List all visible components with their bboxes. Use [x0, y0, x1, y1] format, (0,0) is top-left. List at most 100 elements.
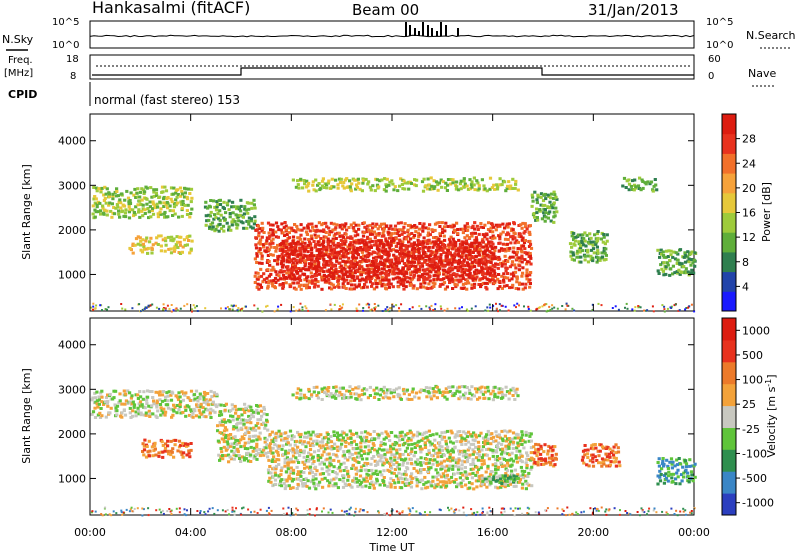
data-cell: [176, 201, 180, 205]
data-cell: [462, 177, 466, 181]
data-cell: [349, 279, 353, 283]
data-cell: [293, 443, 297, 447]
data-cell: [213, 410, 217, 414]
data-cell: [529, 256, 533, 260]
data-cell: [520, 226, 524, 230]
data-cell: [445, 251, 449, 255]
data-cell: [342, 453, 346, 457]
data-cell: [636, 184, 641, 188]
data-cell: [209, 389, 213, 393]
data-cell: [407, 260, 411, 264]
data-cell: [362, 285, 366, 289]
data-cell: [420, 262, 424, 266]
data-cell: [268, 263, 272, 267]
data-cell: [423, 276, 427, 280]
data-cell: [359, 441, 363, 445]
data-cell: [252, 203, 256, 207]
data-cell: [291, 235, 296, 239]
data-cell: [297, 253, 301, 257]
data-cell: [311, 254, 316, 258]
data-cell: [420, 487, 424, 491]
data-cell: [283, 464, 287, 468]
data-cell: [302, 449, 306, 453]
data-cell: [367, 473, 371, 477]
data-cell: [396, 221, 400, 225]
data-cell: [661, 254, 666, 257]
noise-cell: [509, 507, 512, 510]
data-cell: [435, 245, 439, 249]
noise-cell: [408, 508, 411, 511]
colorbar-tick-label: 12: [742, 231, 756, 244]
data-cell: [464, 246, 469, 250]
data-cell: [477, 263, 481, 267]
data-cell: [163, 249, 167, 253]
data-cell: [450, 247, 454, 251]
data-cell: [115, 190, 119, 193]
data-cell: [390, 471, 394, 475]
data-cell: [578, 250, 582, 254]
data-cell: [522, 241, 527, 244]
data-cell: [552, 210, 556, 214]
data-cell: [115, 187, 119, 191]
data-cell: [366, 431, 370, 435]
data-cell: [408, 481, 412, 485]
data-cell: [330, 282, 334, 286]
data-cell: [427, 429, 431, 433]
noise-cell: [604, 510, 607, 513]
data-cell: [644, 182, 648, 186]
data-cell: [456, 252, 461, 256]
noise-cell: [104, 308, 107, 310]
data-cell: [358, 278, 363, 282]
noise-cell: [211, 507, 214, 510]
noise-cell: [133, 507, 136, 510]
data-cell: [388, 260, 392, 264]
data-cell: [260, 414, 264, 418]
data-cell: [375, 265, 379, 269]
data-cell: [361, 259, 365, 263]
data-cell: [221, 437, 226, 441]
noise-cell: [619, 509, 621, 512]
data-cell: [485, 248, 490, 252]
data-cell: [409, 431, 413, 435]
data-cell: [236, 428, 240, 432]
noise-cell: [458, 509, 461, 512]
data-cell: [415, 480, 419, 484]
data-cell: [327, 233, 331, 237]
data-cell: [268, 446, 272, 450]
noise-cell: [276, 308, 279, 311]
data-cell: [249, 219, 253, 223]
data-cell: [206, 408, 210, 412]
data-cell: [480, 266, 484, 270]
data-cell: [468, 265, 472, 269]
data-cell: [124, 215, 128, 219]
data-cell: [260, 450, 264, 454]
data-cell: [431, 462, 435, 466]
data-cell: [454, 458, 458, 462]
data-cell: [483, 262, 487, 266]
data-cell: [345, 484, 349, 487]
data-cell: [118, 198, 122, 202]
data-cell: [437, 473, 441, 477]
data-cell: [664, 272, 668, 276]
noise-cell: [486, 306, 489, 309]
data-cell: [351, 265, 355, 268]
data-cell: [339, 269, 344, 273]
noise-cell: [142, 308, 144, 311]
data-cell: [359, 273, 364, 277]
cpid-label: CPID: [8, 88, 37, 101]
data-cell: [291, 261, 295, 265]
noise-cell: [92, 308, 95, 311]
data-cell: [402, 231, 406, 235]
data-cell: [505, 222, 509, 226]
data-cell: [521, 244, 526, 248]
noise-cell: [277, 305, 280, 308]
data-cell: [330, 447, 334, 451]
data-cell: [164, 395, 168, 399]
data-cell: [281, 444, 285, 448]
noise-cell: [238, 309, 241, 312]
data-cell: [468, 272, 472, 275]
data-cell: [342, 469, 346, 472]
data-cell: [332, 430, 336, 434]
data-cell: [328, 461, 332, 465]
data-cell: [360, 286, 364, 290]
